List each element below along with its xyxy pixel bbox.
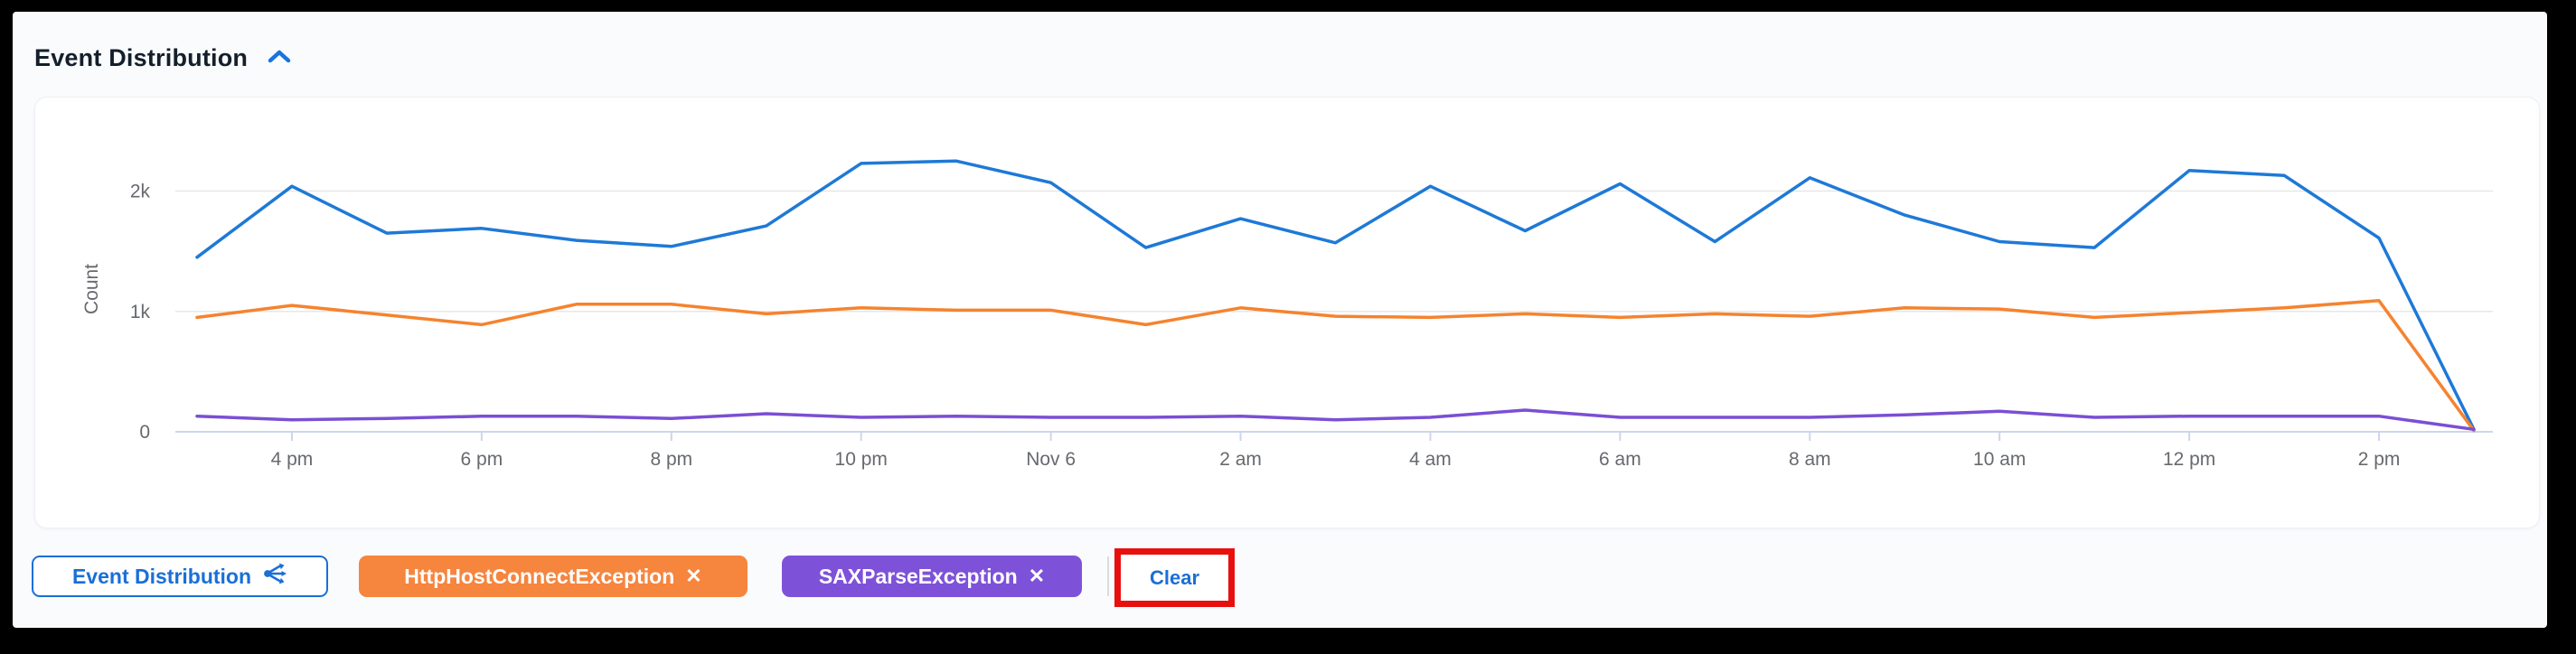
- filter-chip-saxparseexception[interactable]: SAXParseException ✕: [782, 556, 1082, 597]
- svg-text:2 pm: 2 pm: [2358, 449, 2401, 470]
- chevron-up-icon: [266, 47, 293, 70]
- page-title: Event Distribution: [34, 44, 249, 71]
- annotation-highlight-box: Clear: [1114, 548, 1235, 607]
- share-icon: [262, 561, 287, 592]
- remove-filter-icon[interactable]: ✕: [1028, 565, 1046, 587]
- svg-text:2k: 2k: [130, 182, 151, 202]
- svg-text:10 pm: 10 pm: [835, 449, 888, 470]
- svg-text:Nov 6: Nov 6: [1026, 449, 1076, 470]
- svg-text:8 am: 8 am: [1789, 449, 1831, 470]
- svg-text:8 pm: 8 pm: [650, 449, 692, 470]
- panel-header: Event Distribution: [34, 44, 295, 72]
- event-distribution-chip[interactable]: Event Distribution: [32, 556, 328, 597]
- clear-filters-button[interactable]: Clear: [1149, 565, 1200, 589]
- svg-text:4 am: 4 am: [1409, 449, 1452, 470]
- svg-text:12 pm: 12 pm: [2163, 449, 2215, 470]
- event-distribution-panel: Event Distribution 4 pm 6 pm 8 pm 10 pm Nov …: [13, 12, 2547, 628]
- svg-text:6 pm: 6 pm: [461, 449, 503, 470]
- svg-text:1k: 1k: [130, 302, 151, 322]
- filter-chip-label: HttpHostConnectException: [404, 564, 675, 588]
- svg-text:4 pm: 4 pm: [271, 449, 314, 470]
- chip-divider: [1107, 556, 1109, 596]
- filter-chip-httphostconnectexception[interactable]: HttpHostConnectException ✕: [359, 556, 747, 597]
- svg-text:10 am: 10 am: [1973, 449, 2026, 470]
- filter-chip-row: Event Distribution: [13, 12, 2547, 628]
- svg-text:2 am: 2 am: [1219, 449, 1262, 470]
- remove-filter-icon[interactable]: ✕: [685, 565, 702, 587]
- svg-text:0: 0: [139, 422, 150, 443]
- filter-chip-label: SAXParseException: [818, 564, 1018, 588]
- svg-text:6 am: 6 am: [1599, 449, 1641, 470]
- chip-label: Event Distribution: [71, 564, 252, 588]
- collapse-section-button[interactable]: [264, 45, 295, 71]
- svg-text:Count: Count: [81, 264, 102, 314]
- event-distribution-chart: 4 pm 6 pm 8 pm 10 pm Nov 6 2 am 4 am 6 am 8 am 10…: [81, 159, 2493, 470]
- chart-card: 4 pm 6 pm 8 pm 10 pm Nov 6 2 am 4 am 6 am 8 am 10…: [34, 97, 2540, 528]
